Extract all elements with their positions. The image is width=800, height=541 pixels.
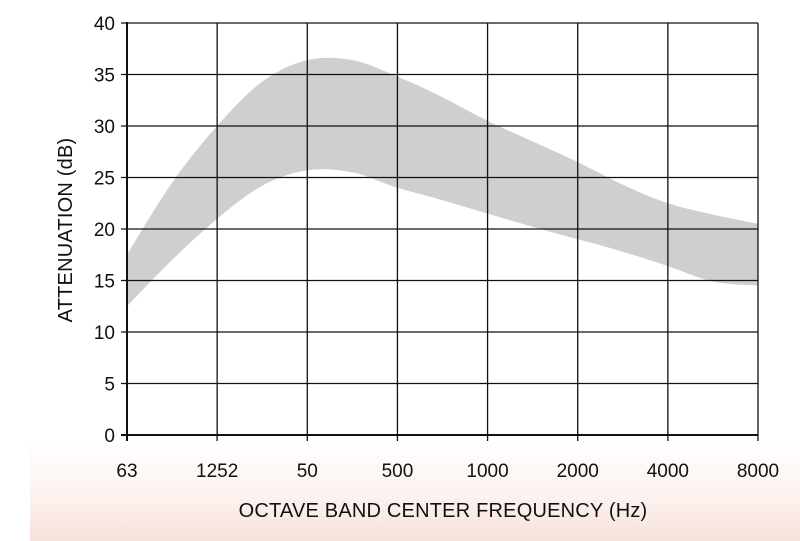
x-tick-label: 500 — [382, 461, 414, 482]
y-tick-label: 15 — [94, 272, 115, 293]
x-tick-label: 2000 — [557, 461, 599, 482]
y-tick-label: 5 — [104, 375, 115, 396]
x-tick-label: 8000 — [737, 461, 779, 482]
y-tick-label: 30 — [94, 117, 115, 138]
x-tick-label: 4000 — [647, 461, 689, 482]
y-tick-label: 0 — [104, 426, 115, 447]
background-gradient — [30, 440, 800, 541]
y-tick-label: 20 — [94, 220, 115, 241]
x-tick-label: 1252 — [196, 461, 238, 482]
y-tick-label: 25 — [94, 169, 115, 190]
y-axis-title: ATTENUATION (dB) — [55, 138, 77, 323]
x-tick-label: 1000 — [466, 461, 508, 482]
y-tick-label: 35 — [94, 66, 115, 87]
y-tick-label: 40 — [94, 14, 115, 35]
attenuation-range-band — [127, 57, 758, 307]
y-tick-label: 10 — [94, 323, 115, 344]
x-axis-title: OCTAVE BAND CENTER FREQUENCY (Hz) — [239, 500, 648, 522]
x-tick-label: 50 — [297, 461, 318, 482]
x-tick-label: 63 — [116, 461, 137, 482]
